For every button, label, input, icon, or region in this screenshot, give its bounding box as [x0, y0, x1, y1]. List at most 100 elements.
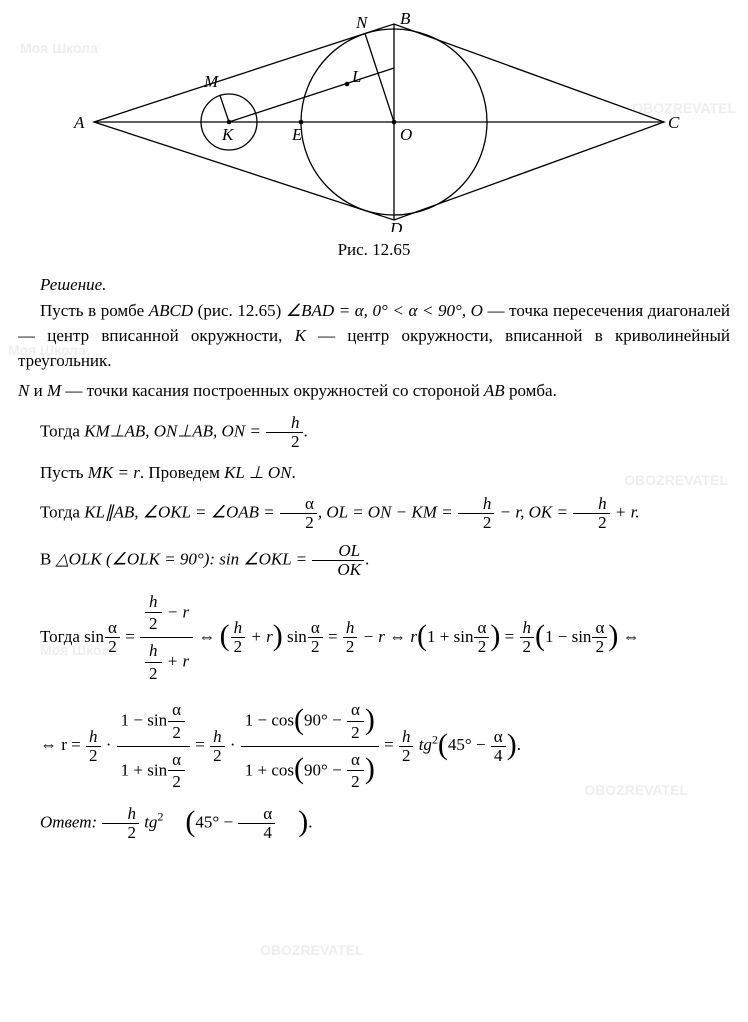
- m6h2n2: h: [210, 728, 225, 747]
- m6id2: 2: [347, 771, 364, 793]
- m5a2n3: α: [474, 619, 489, 638]
- m2-pre: Пусть: [40, 463, 88, 482]
- m6nB: 1 − cos: [245, 710, 294, 729]
- m6in2: α: [347, 749, 364, 772]
- fig-label-L: L: [351, 67, 361, 86]
- m6a2d2: 2: [168, 771, 185, 793]
- m5op: 1 + sin: [427, 627, 473, 646]
- m5h2n: h: [520, 619, 535, 638]
- p2d: — точки касания построенных окружностей …: [61, 381, 484, 400]
- m5iff: ⇔: [198, 627, 219, 646]
- math-line-3: Тогда KL∥AB, ∠OKL = ∠OAB = α2, OL = ON −…: [18, 495, 730, 532]
- figure-rhombus: A B C D N M L K E O: [18, 12, 730, 232]
- p1b: ABCD: [149, 301, 193, 320]
- m5b1dr: + r: [163, 651, 190, 670]
- m2d: .: [292, 463, 296, 482]
- fig-label-A: A: [73, 113, 85, 132]
- m6end: .: [517, 735, 521, 754]
- ansd: 2: [102, 824, 139, 842]
- m1-end: .: [304, 421, 308, 440]
- fig-label-K: K: [221, 125, 235, 144]
- fig-label-B: B: [400, 12, 411, 28]
- p1f: K: [295, 326, 306, 345]
- fig-label-E: E: [291, 125, 303, 144]
- m3a: KL∥AB,: [84, 502, 143, 521]
- anstg: tg: [140, 813, 157, 832]
- m5b1dld: 2: [145, 663, 162, 685]
- m5om: 1 − sin: [545, 627, 591, 646]
- m5a2n: α: [105, 619, 120, 638]
- m6ad: 4: [491, 747, 506, 765]
- m5a2d3: 2: [474, 638, 489, 656]
- m5p1d: 2: [231, 638, 246, 656]
- m6dB: 1 + cos: [245, 760, 294, 779]
- math-line-2: Пусть MK = r. Проведем KL ⊥ ON.: [18, 461, 730, 486]
- p2a: N: [18, 381, 29, 400]
- m5a2n2: α: [308, 619, 323, 638]
- m6tg: tg: [414, 735, 431, 754]
- m5mr: − r: [358, 627, 385, 646]
- m1-den: 2: [266, 433, 303, 451]
- m3f3d: 2: [573, 514, 610, 532]
- m5r: r: [410, 627, 417, 646]
- m6il: 90° −: [304, 710, 346, 729]
- m2c: KL ⊥ ON: [224, 463, 291, 482]
- m6dA: 1 + sin: [121, 760, 167, 779]
- m5h2d: 2: [520, 638, 535, 656]
- m5b1nr: − r: [163, 602, 190, 621]
- m6il2: 90° −: [304, 760, 346, 779]
- m6al: 45° −: [448, 735, 490, 754]
- m6h2d: 2: [86, 747, 101, 765]
- m5eq2: =: [324, 627, 342, 646]
- m6iff: ⇔ r =: [40, 735, 85, 754]
- m4-pre: В: [40, 549, 56, 568]
- m6h2d2: 2: [210, 747, 225, 765]
- m4d: OK: [312, 561, 364, 579]
- p1d: ∠BAD = α, 0° < α < 90°, O: [286, 301, 483, 320]
- p2f: ромба.: [505, 381, 557, 400]
- math-line-1: Тогда KM⊥AB, ON⊥AB, ON = h2.: [18, 414, 730, 451]
- m4-end: .: [365, 549, 369, 568]
- m6h2d3: 2: [399, 747, 414, 765]
- m6h2n: h: [86, 728, 101, 747]
- m3f1n: α: [280, 495, 317, 514]
- m3f3n: h: [573, 495, 610, 514]
- m6h2n3: h: [399, 728, 414, 747]
- m5sin: sin: [283, 627, 307, 646]
- p2c: M: [47, 381, 61, 400]
- m6a2n: α: [168, 699, 185, 722]
- m6id: 2: [347, 722, 364, 744]
- m4n: OL: [312, 542, 364, 561]
- fig-label-M: M: [203, 72, 219, 91]
- m3f2d: 2: [458, 514, 495, 532]
- m2b: . Проведем: [140, 463, 224, 482]
- p1a: Пусть в ромбе: [40, 301, 149, 320]
- m3c: , OL = ON − KM =: [318, 502, 457, 521]
- m5p1n: h: [231, 619, 246, 638]
- m5p1plus: + r: [246, 627, 273, 646]
- solution-heading: Решение.: [18, 273, 730, 298]
- m5eq: =: [121, 627, 139, 646]
- ans-label: Ответ:: [40, 813, 101, 832]
- p2b: и: [29, 381, 47, 400]
- m1: KM⊥AB, ON⊥AB, ON =: [84, 421, 265, 440]
- m3f2n: h: [458, 495, 495, 514]
- m6eq2: =: [384, 735, 398, 754]
- m6in: α: [347, 699, 364, 722]
- figure-caption: Рис. 12.65: [18, 238, 730, 263]
- fig-label-O: O: [400, 125, 412, 144]
- paragraph-2: N и M — точки касания построенных окружн…: [18, 379, 730, 404]
- ansid: 4: [238, 824, 275, 842]
- m5b1nld: 2: [145, 613, 162, 635]
- m6a2d: 2: [168, 722, 185, 744]
- watermark: OBOZREVATEL: [260, 940, 364, 960]
- m2a: MK = r: [88, 463, 140, 482]
- m5rd: 2: [343, 638, 358, 656]
- ansin: α: [238, 805, 275, 824]
- math-line-4: В △OLK (∠OLK = 90°): sin ∠OKL = OLOK.: [18, 542, 730, 579]
- m6eq: =: [195, 735, 209, 754]
- m5a2n4: α: [592, 619, 607, 638]
- m6an: α: [491, 728, 506, 747]
- p1c: (рис. 12.65): [193, 301, 286, 320]
- m5a2d4: 2: [592, 638, 607, 656]
